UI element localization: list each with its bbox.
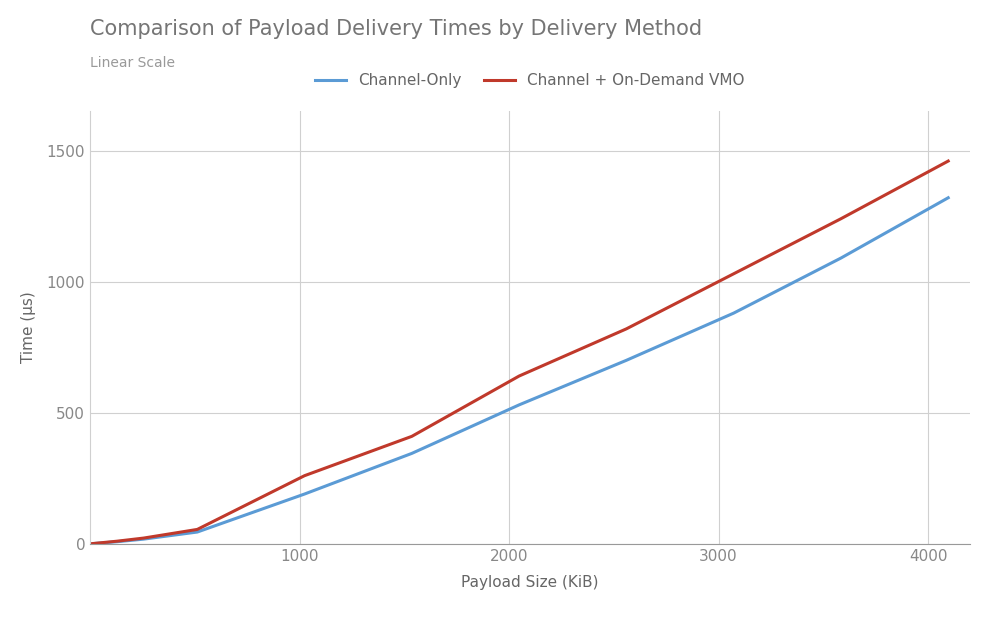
Line: Channel-Only: Channel-Only: [90, 198, 948, 544]
Channel + On-Demand VMO: [84, 540, 96, 548]
Text: Comparison of Payload Delivery Times by Delivery Method: Comparison of Payload Delivery Times by …: [90, 19, 702, 38]
Y-axis label: Time (µs): Time (µs): [21, 292, 36, 363]
Channel-Only: [84, 540, 96, 548]
Channel-Only: [191, 528, 203, 536]
Channel + On-Demand VMO: [942, 158, 954, 165]
Channel + On-Demand VMO: [138, 535, 150, 542]
Channel-Only: [138, 535, 150, 543]
Channel-Only: [835, 255, 847, 262]
Channel-Only: [406, 450, 418, 457]
X-axis label: Payload Size (KiB): Payload Size (KiB): [461, 575, 599, 590]
Channel + On-Demand VMO: [620, 325, 632, 332]
Legend: Channel-Only, Channel + On-Demand VMO: Channel-Only, Channel + On-Demand VMO: [309, 67, 751, 94]
Text: Linear Scale: Linear Scale: [90, 56, 175, 70]
Channel + On-Demand VMO: [299, 472, 311, 480]
Channel-Only: [620, 357, 632, 364]
Channel-Only: [299, 490, 311, 497]
Channel + On-Demand VMO: [406, 433, 418, 440]
Channel-Only: [513, 401, 525, 408]
Line: Channel + On-Demand VMO: Channel + On-Demand VMO: [90, 161, 948, 544]
Channel + On-Demand VMO: [191, 526, 203, 533]
Channel + On-Demand VMO: [728, 270, 740, 277]
Channel-Only: [728, 310, 740, 317]
Channel-Only: [111, 538, 123, 546]
Channel + On-Demand VMO: [111, 538, 123, 545]
Channel + On-Demand VMO: [513, 372, 525, 379]
Channel-Only: [942, 194, 954, 201]
Channel + On-Demand VMO: [835, 215, 847, 222]
